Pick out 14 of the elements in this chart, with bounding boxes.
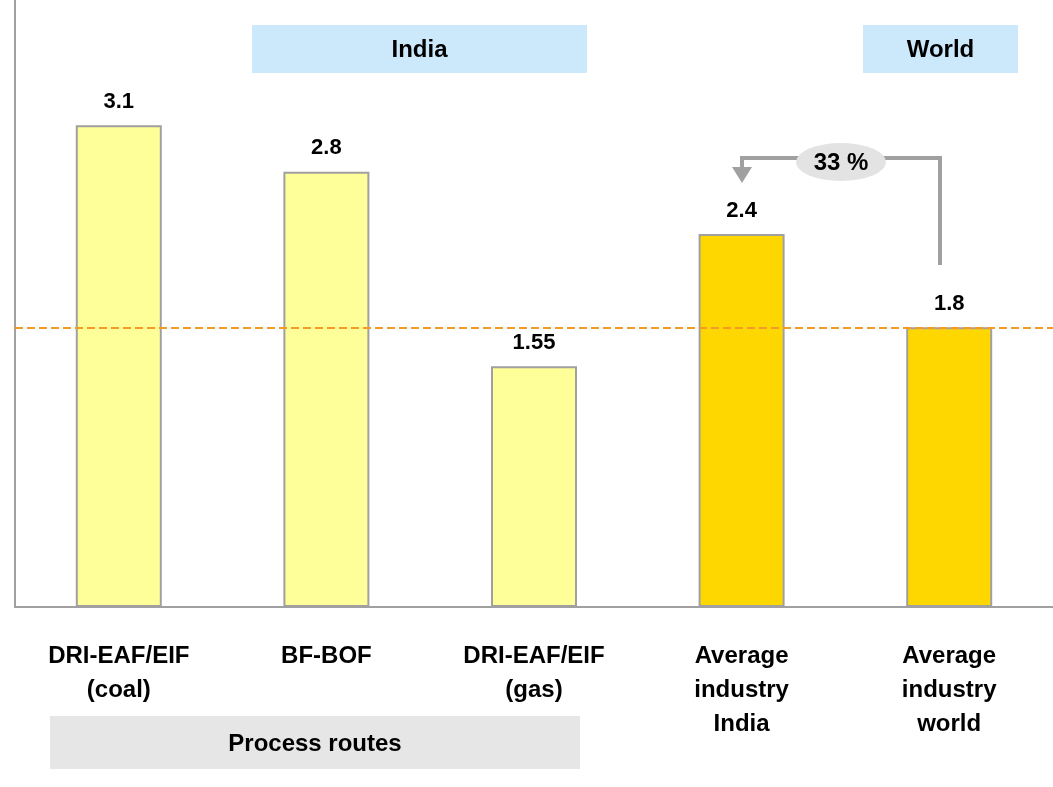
text: Process routes [50,716,580,769]
x-tick-label: Average industry India [694,640,790,736]
text: India [252,25,587,73]
data-label: 1.55 [512,328,556,354]
x-tick-label: DRI-EAF/EIF (coal) [48,640,190,702]
data-label: 2.4 [726,196,758,222]
annotation: 33 % [796,143,886,181]
text: World [863,25,1018,73]
x-tick-label: BF-BOF [281,640,372,668]
x-tick-label: Average industry world [901,640,998,736]
data-label: 1.8 [933,289,965,315]
data-label: 3.1 [103,87,135,113]
data-label: 2.8 [311,134,342,160]
x-tick-label: DRI-EAF/EIF (gas) [463,640,605,702]
